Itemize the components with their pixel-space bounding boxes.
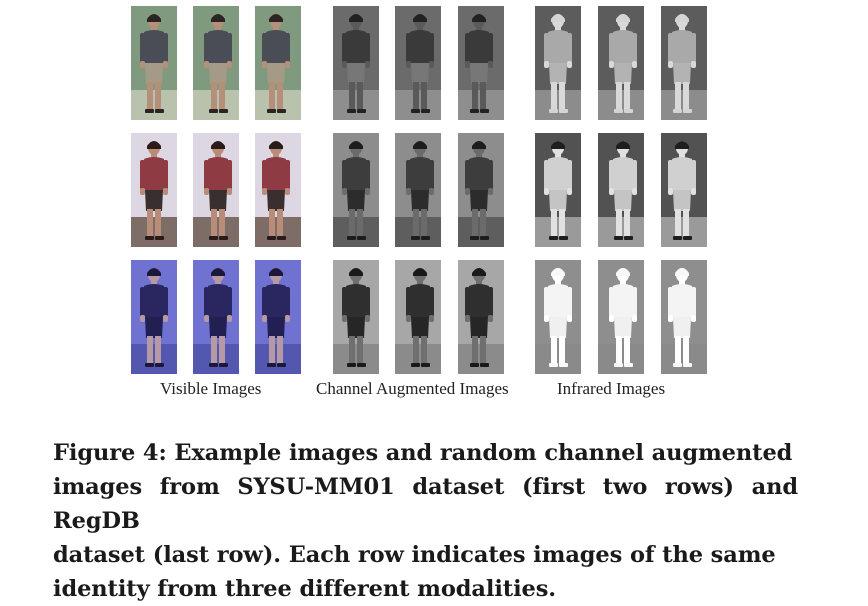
infrared-images-label: Infrared Images [557,379,666,398]
pedestrian-image [333,260,379,374]
pedestrian-image [395,133,441,247]
pedestrian-image [598,6,644,120]
infrared-image-thumbnail [661,6,707,120]
pedestrian-image [255,6,301,120]
infrared-image-thumbnail [598,6,644,120]
pedestrian-image [535,6,581,120]
infrared-image-thumbnail [535,260,581,374]
visible-image-thumbnail [255,133,301,247]
caption-line: dataset (last row). Each row indicates i… [53,542,776,568]
visible-image-thumbnail [131,260,177,374]
pedestrian-image [535,260,581,374]
pedestrian-image [193,260,239,374]
pedestrian-image [395,260,441,374]
caption-line: identity from three different modalities… [53,576,557,602]
channel-image-thumbnail [395,260,441,374]
pedestrian-image [458,133,504,247]
pedestrian-image [458,260,504,374]
caption-line: Figure 4: Example images and random chan… [53,440,793,466]
channel-image-thumbnail [333,6,379,120]
infrared-image-thumbnail [535,6,581,120]
channel-image-thumbnail [458,6,504,120]
visible-image-thumbnail [193,133,239,247]
visible-image-thumbnail [255,260,301,374]
pedestrian-image [458,6,504,120]
pedestrian-image [535,133,581,247]
pedestrian-image [395,6,441,120]
figure-caption: Figure 4: Example images and random chan… [53,436,798,606]
visible-image-thumbnail [131,133,177,247]
visible-image-thumbnail [255,6,301,120]
channel-image-thumbnail [458,260,504,374]
visible-image-thumbnail [193,6,239,120]
pedestrian-image [598,260,644,374]
visible-image-thumbnail [131,6,177,120]
infrared-image-thumbnail [598,133,644,247]
channel-image-thumbnail [395,133,441,247]
pedestrian-image [193,6,239,120]
infrared-image-thumbnail [598,260,644,374]
channel-augmented-images-label: Channel Augmented Images [316,379,509,398]
pedestrian-image [661,133,707,247]
channel-image-thumbnail [333,260,379,374]
infrared-image-thumbnail [661,260,707,374]
pedestrian-image [131,260,177,374]
pedestrian-image [131,133,177,247]
pedestrian-image [661,6,707,120]
pedestrian-image [661,260,707,374]
infrared-image-thumbnail [535,133,581,247]
pedestrian-image [333,133,379,247]
pedestrian-image [193,133,239,247]
caption-line: images from SYSU-MM01 dataset (first two… [53,474,798,534]
channel-image-thumbnail [458,133,504,247]
channel-image-thumbnail [395,6,441,120]
pedestrian-image [255,260,301,374]
pedestrian-image [131,6,177,120]
pedestrian-image [598,133,644,247]
pedestrian-image [333,6,379,120]
pedestrian-image [255,133,301,247]
infrared-image-thumbnail [661,133,707,247]
channel-image-thumbnail [333,133,379,247]
visible-image-thumbnail [193,260,239,374]
visible-images-label: Visible Images [160,379,262,398]
